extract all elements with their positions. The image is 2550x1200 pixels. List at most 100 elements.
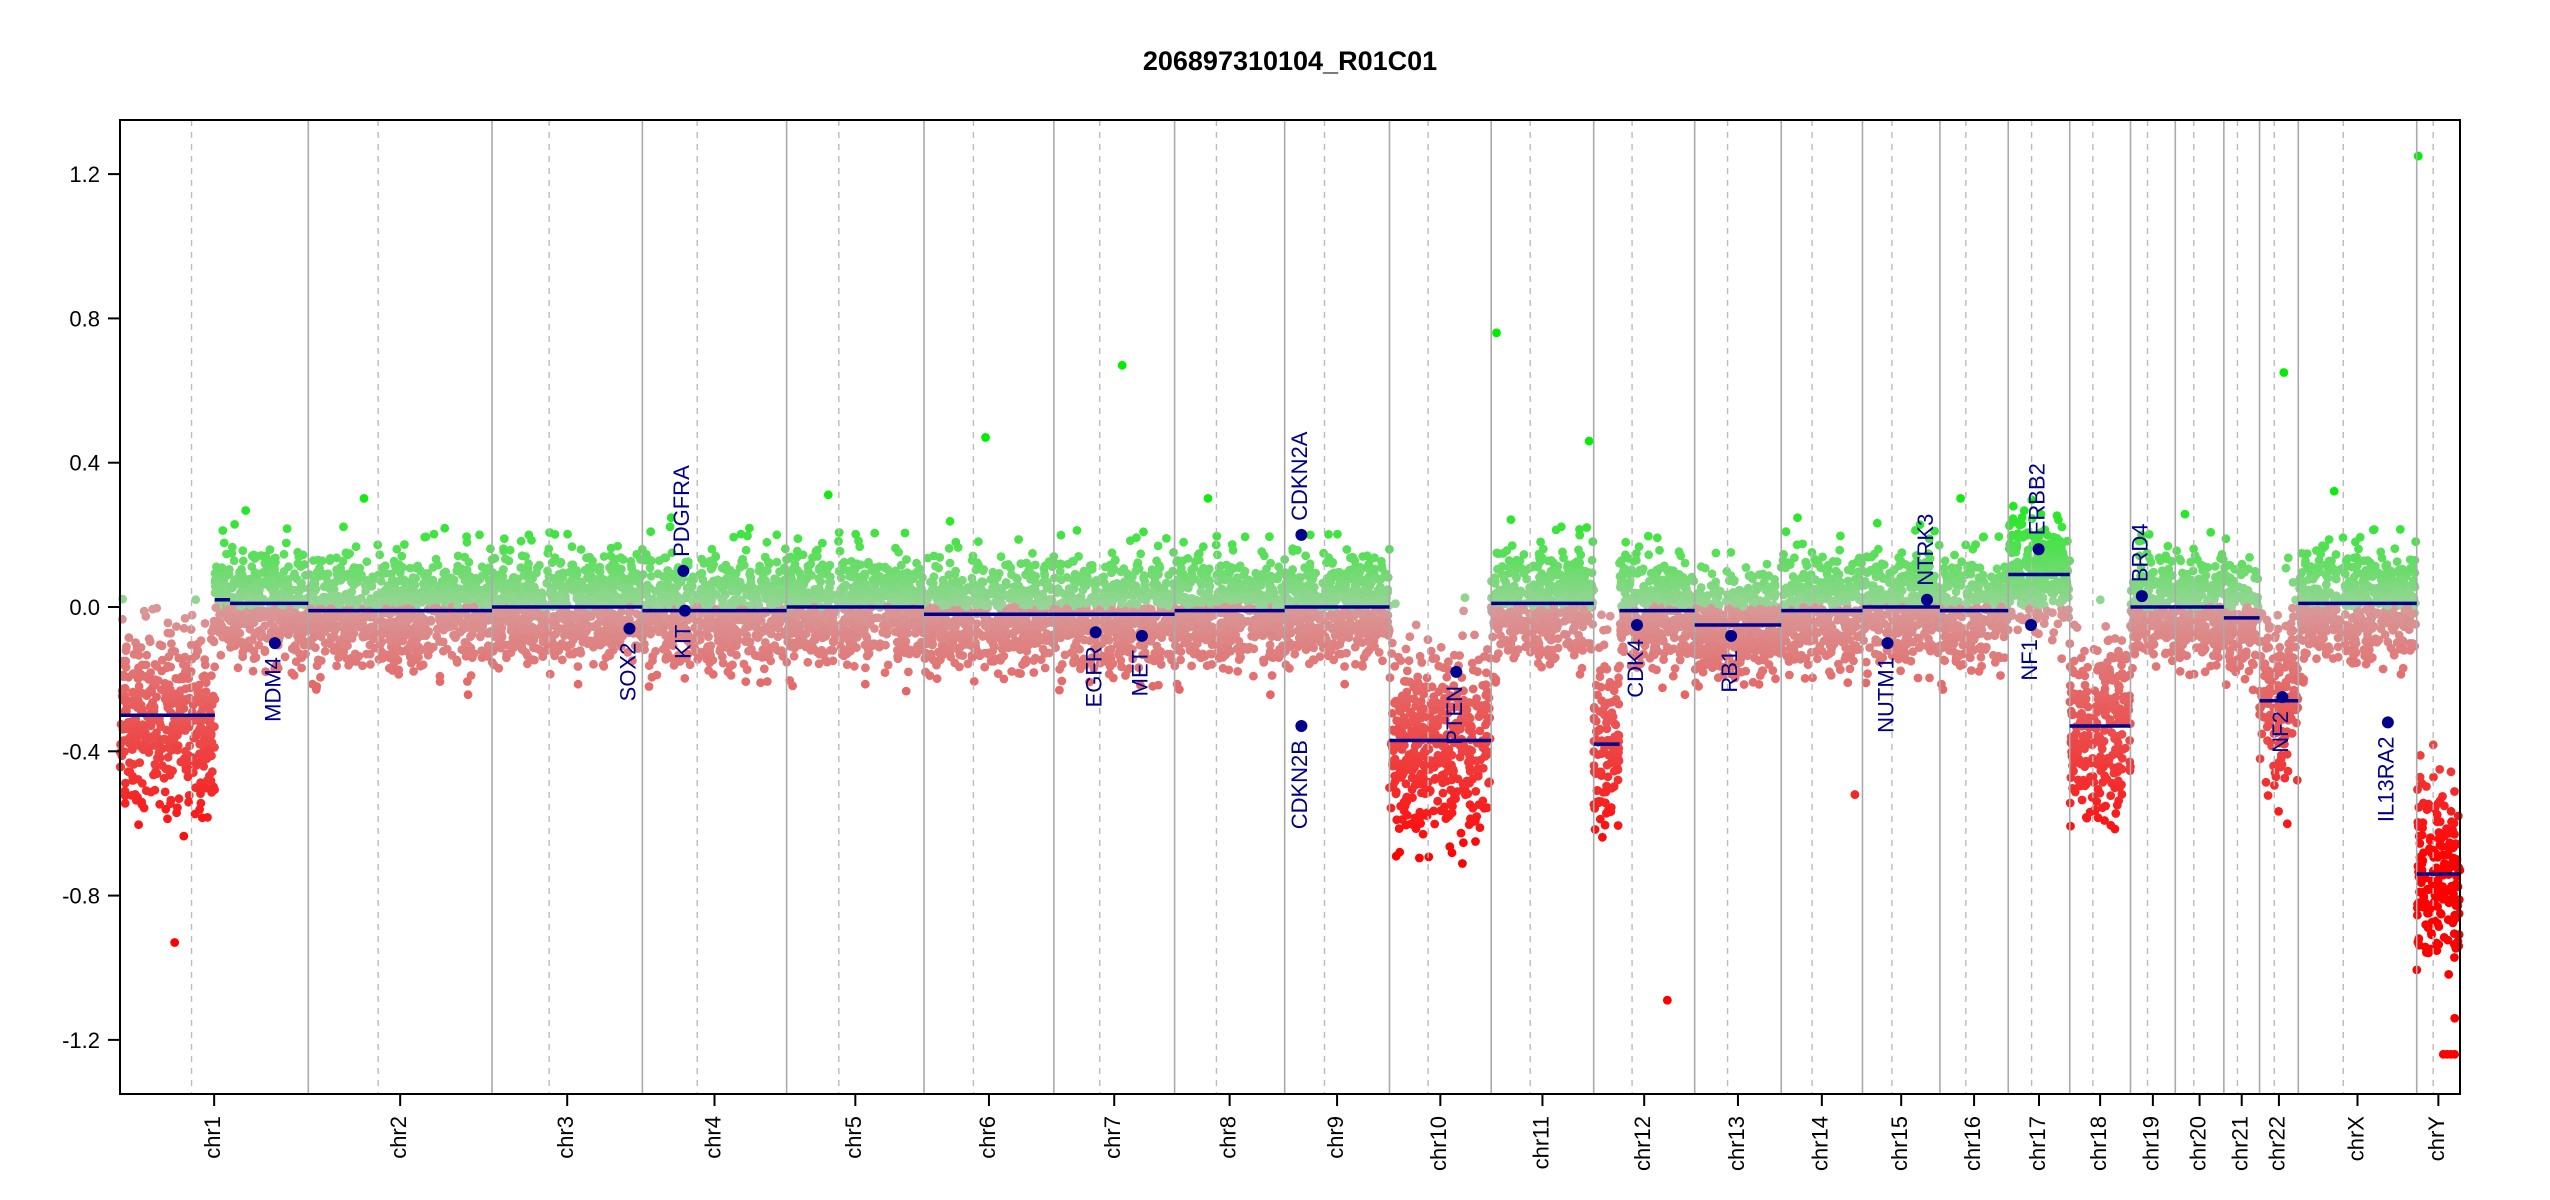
- probe-point: [326, 633, 336, 642]
- probe-point: [410, 614, 420, 624]
- probe-point: [347, 577, 356, 587]
- probe-point: [368, 634, 378, 643]
- probe-point: [416, 661, 425, 671]
- probe-point: [1041, 619, 1051, 628]
- probe-point: [205, 771, 214, 781]
- probe-point: [646, 527, 656, 536]
- probe-point: [994, 569, 1004, 578]
- probe-point: [117, 751, 127, 761]
- probe-point: [760, 638, 770, 647]
- probe-point: [823, 490, 833, 500]
- probe-point: [1127, 580, 1136, 590]
- probe-point: [201, 687, 211, 696]
- probe-point: [1107, 548, 1117, 558]
- probe-point: [848, 631, 858, 640]
- probe-point: [597, 573, 606, 583]
- probe-point: [762, 537, 772, 547]
- probe-point: [1087, 560, 1097, 570]
- probe-point: [463, 690, 473, 700]
- probe-point: [676, 595, 686, 605]
- probe-point: [891, 573, 901, 583]
- probe-point: [207, 671, 216, 681]
- probe-point: [880, 668, 890, 677]
- probe-point: [203, 725, 213, 735]
- probe-point: [191, 783, 201, 793]
- probe-point: [123, 718, 133, 727]
- probe-point: [654, 618, 664, 628]
- probe-point: [714, 620, 724, 630]
- probe-point: [1162, 534, 1171, 543]
- probe-point: [927, 640, 937, 650]
- probe-point: [513, 574, 523, 584]
- probe-point: [572, 566, 582, 575]
- probe-point: [741, 677, 751, 686]
- probe-point: [210, 785, 220, 795]
- probe-point: [436, 594, 445, 604]
- probe-point: [1047, 596, 1057, 606]
- probe-point: [1125, 536, 1135, 546]
- probe-point: [312, 567, 322, 577]
- probe-point: [440, 622, 450, 632]
- probe-point: [980, 601, 990, 611]
- probe-point: [152, 769, 162, 779]
- probe-point: [732, 650, 741, 660]
- probe-point: [196, 636, 206, 645]
- probe-point: [567, 582, 576, 592]
- probe-point: [1051, 643, 1060, 653]
- probe-point: [238, 556, 248, 566]
- probe-point: [540, 633, 550, 643]
- probe-point: [365, 649, 375, 659]
- probe-point: [516, 563, 526, 572]
- probe-point: [860, 679, 870, 689]
- probe-point: [848, 621, 858, 631]
- probe-point: [1152, 556, 1161, 566]
- probe-point: [127, 744, 137, 754]
- probe-point: [707, 593, 717, 603]
- probe-point: [256, 628, 265, 638]
- probe-point: [275, 593, 284, 603]
- probe-point: [974, 537, 983, 546]
- probe-point: [959, 629, 969, 638]
- probe-point: [309, 556, 318, 565]
- probe-point: [544, 615, 553, 625]
- probe-point: [428, 575, 438, 585]
- probe-point: [563, 529, 572, 539]
- probe-point: [361, 586, 370, 596]
- probe-point: [432, 631, 442, 641]
- probe-point: [216, 650, 226, 660]
- probe-point: [251, 653, 261, 662]
- probe-point: [406, 630, 415, 640]
- probe-point: [828, 656, 838, 666]
- probe-point: [422, 584, 431, 594]
- probe-point: [687, 582, 697, 591]
- probe-point: [944, 544, 954, 553]
- probe-point: [990, 623, 1000, 633]
- probe-point: [702, 653, 711, 663]
- probe-point: [197, 813, 207, 823]
- probe-point: [521, 635, 531, 645]
- probe-point: [423, 617, 433, 626]
- probe-point: [835, 546, 845, 556]
- probe-point: [516, 536, 526, 546]
- probe-point: [685, 660, 695, 670]
- probe-point: [745, 523, 754, 533]
- probe-point: [880, 563, 890, 573]
- probe-point: [567, 632, 577, 642]
- probe-point: [754, 566, 764, 576]
- probe-point: [825, 560, 835, 570]
- probe-point: [478, 622, 487, 632]
- probe-point: [440, 523, 450, 533]
- probe-point: [1007, 570, 1016, 579]
- probe-point: [1203, 494, 1213, 503]
- probe-point: [316, 672, 325, 682]
- probe-point: [1175, 685, 1184, 694]
- probe-point: [1118, 581, 1127, 591]
- probe-point: [537, 588, 547, 598]
- probe-point: [479, 613, 488, 623]
- probe-point: [120, 799, 130, 808]
- probe-point: [981, 618, 991, 628]
- probe-point: [132, 643, 142, 653]
- probe-point: [882, 626, 891, 636]
- probe-point: [163, 814, 172, 824]
- probe-point: [249, 550, 259, 560]
